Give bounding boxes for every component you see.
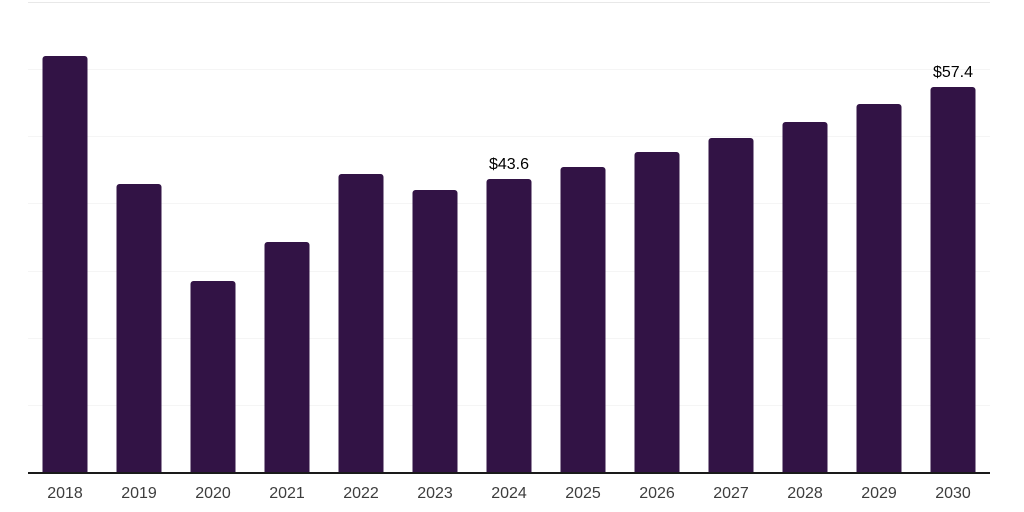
point-label: $57.4	[932, 63, 974, 81]
x-tick-label: 2018	[47, 485, 83, 502]
x-tick-label: 2021	[269, 485, 305, 502]
x-tick-label: 2022	[343, 485, 379, 502]
bar	[560, 166, 606, 472]
point-label: $43.6	[488, 156, 530, 174]
x-tick-label: 2019	[121, 485, 157, 502]
bar	[190, 280, 236, 472]
x-axis: 2018 2019 2020 2021 2022 2023 2024 2025 2026 2027…	[28, 483, 990, 505]
bar-slot	[546, 2, 620, 472]
x-tick-label: 2029	[861, 485, 897, 502]
bar-slot: $43.6	[472, 2, 546, 472]
bar	[634, 152, 680, 472]
gridline	[28, 69, 990, 71]
bar-slot	[324, 2, 398, 472]
bar-slot	[768, 2, 842, 472]
bar	[930, 86, 976, 472]
bar	[486, 179, 532, 472]
gridline	[28, 136, 990, 138]
x-tick-label: 2027	[713, 485, 749, 502]
bar-slot: $57.4	[916, 2, 990, 472]
x-tick-label: 2026	[639, 485, 675, 502]
x-tick-label: 2023	[417, 485, 453, 502]
bar-slot	[842, 2, 916, 472]
x-tick-label: 2025	[565, 485, 601, 502]
bar	[412, 190, 458, 472]
bar	[338, 173, 384, 472]
bar	[708, 138, 754, 472]
bar	[264, 241, 310, 472]
bar	[116, 183, 162, 472]
bar	[856, 104, 902, 472]
gridline	[28, 2, 990, 3]
x-tick-label: 2024	[491, 485, 527, 502]
bar-slot	[620, 2, 694, 472]
bar-slot	[398, 2, 472, 472]
bar-slot	[250, 2, 324, 472]
bar-slot	[176, 2, 250, 472]
bars-row: $43.6 $57.4	[28, 2, 990, 472]
x-tick-label: 2020	[195, 485, 231, 502]
bar-slot	[694, 2, 768, 472]
bar-slot	[28, 2, 102, 472]
bar	[782, 121, 828, 472]
plot-area: $43.6 $57.4	[28, 2, 990, 474]
x-tick-label: 2028	[787, 485, 823, 502]
x-tick-label: 2030	[935, 485, 971, 502]
bar-slot	[102, 2, 176, 472]
bar	[42, 55, 88, 472]
